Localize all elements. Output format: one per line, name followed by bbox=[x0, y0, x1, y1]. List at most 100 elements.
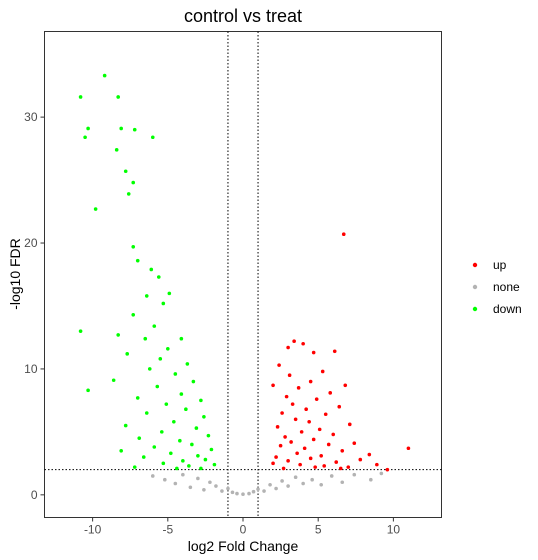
point-none-5 bbox=[196, 476, 200, 481]
point-up-50 bbox=[346, 465, 351, 469]
point-down-61 bbox=[187, 464, 191, 468]
point-down-4 bbox=[119, 126, 123, 131]
point-down-1 bbox=[78, 95, 83, 99]
point-down-0 bbox=[102, 73, 107, 78]
point-up-2 bbox=[292, 339, 296, 344]
point-up-40 bbox=[274, 455, 278, 459]
point-down-2 bbox=[116, 95, 120, 99]
point-down-40 bbox=[184, 407, 188, 412]
point-down-19 bbox=[161, 301, 166, 306]
point-down-34 bbox=[155, 384, 160, 389]
point-none-4 bbox=[188, 485, 193, 490]
point-down-10 bbox=[131, 180, 136, 185]
point-down-26 bbox=[166, 346, 170, 351]
point-none-18 bbox=[268, 482, 272, 487]
point-none-29 bbox=[369, 477, 373, 482]
point-none-9 bbox=[220, 489, 224, 493]
legend-key-up bbox=[472, 262, 478, 268]
point-down-60 bbox=[212, 462, 217, 467]
point-down-56 bbox=[141, 455, 146, 459]
point-none-3 bbox=[181, 472, 185, 477]
point-none-17 bbox=[262, 489, 266, 493]
point-up-12 bbox=[296, 386, 301, 390]
point-down-5 bbox=[132, 127, 137, 132]
point-up-25 bbox=[275, 425, 280, 429]
point-down-63 bbox=[199, 466, 203, 471]
point-up-21 bbox=[323, 412, 328, 417]
point-down-33 bbox=[191, 379, 196, 384]
y-tick-label-0: 0 bbox=[31, 488, 38, 502]
point-none-21 bbox=[286, 484, 290, 488]
point-down-48 bbox=[137, 436, 142, 440]
point-up-31 bbox=[289, 440, 293, 444]
legend-key-down bbox=[472, 306, 478, 312]
x-axis-title: log2 Fold Change bbox=[188, 538, 299, 554]
point-down-43 bbox=[172, 420, 176, 424]
point-down-20 bbox=[131, 312, 136, 317]
point-none-19 bbox=[274, 486, 278, 491]
x-tick-label-0: 0 bbox=[240, 523, 247, 537]
point-up-27 bbox=[299, 430, 304, 434]
point-down-57 bbox=[203, 457, 208, 462]
x-tick-label-5: 5 bbox=[315, 523, 322, 537]
point-up-44 bbox=[334, 460, 339, 464]
point-up-49 bbox=[313, 465, 317, 469]
point-up-15 bbox=[284, 394, 289, 399]
point-none-14 bbox=[247, 491, 251, 496]
legend: up none down bbox=[472, 258, 522, 316]
point-up-3 bbox=[301, 341, 305, 346]
y-axis: 0 10 20 30 bbox=[24, 110, 45, 502]
point-down-28 bbox=[158, 357, 163, 361]
point-down-11 bbox=[126, 192, 131, 196]
legend-key-none bbox=[472, 284, 478, 290]
point-up-29 bbox=[283, 435, 287, 439]
point-up-0 bbox=[341, 232, 346, 237]
point-down-3 bbox=[86, 126, 90, 131]
point-up-13 bbox=[343, 383, 348, 388]
point-down-18 bbox=[144, 294, 149, 298]
point-down-31 bbox=[173, 372, 178, 376]
point-up-16 bbox=[314, 397, 319, 401]
point-down-55 bbox=[196, 454, 200, 458]
legend-label-down: down bbox=[493, 302, 522, 316]
point-up-52 bbox=[385, 467, 390, 472]
point-down-35 bbox=[86, 388, 90, 393]
point-up-30 bbox=[311, 437, 316, 442]
point-down-9 bbox=[123, 169, 128, 174]
point-down-12 bbox=[93, 207, 98, 211]
legend-label-up: up bbox=[493, 258, 507, 272]
point-down-46 bbox=[159, 430, 164, 434]
point-down-54 bbox=[169, 451, 173, 456]
point-up-6 bbox=[332, 349, 337, 354]
point-down-25 bbox=[179, 336, 184, 341]
point-down-44 bbox=[123, 423, 128, 428]
plot-panel bbox=[44, 31, 442, 518]
point-none-22 bbox=[293, 475, 298, 480]
point-down-30 bbox=[147, 367, 152, 371]
point-down-21 bbox=[152, 324, 157, 328]
point-down-32 bbox=[111, 378, 116, 383]
point-none-13 bbox=[241, 492, 245, 497]
point-down-38 bbox=[199, 398, 203, 403]
point-up-42 bbox=[358, 457, 363, 462]
point-up-14 bbox=[328, 391, 333, 395]
point-down-50 bbox=[190, 442, 194, 447]
point-down-47 bbox=[206, 433, 211, 438]
chart-title: control vs treat bbox=[184, 6, 302, 26]
y-tick-label-20: 20 bbox=[24, 236, 38, 250]
point-down-22 bbox=[78, 329, 83, 333]
point-none-28 bbox=[352, 472, 357, 477]
point-down-16 bbox=[156, 275, 161, 279]
point-none-7 bbox=[208, 480, 212, 485]
point-up-9 bbox=[287, 373, 292, 378]
point-up-17 bbox=[290, 402, 295, 406]
point-up-41 bbox=[308, 456, 313, 461]
point-down-24 bbox=[143, 336, 148, 341]
point-none-10 bbox=[226, 486, 230, 491]
point-none-11 bbox=[230, 490, 235, 495]
point-up-38 bbox=[295, 451, 299, 456]
point-none-12 bbox=[235, 491, 239, 496]
point-down-6 bbox=[83, 135, 87, 140]
point-down-37 bbox=[135, 396, 140, 400]
